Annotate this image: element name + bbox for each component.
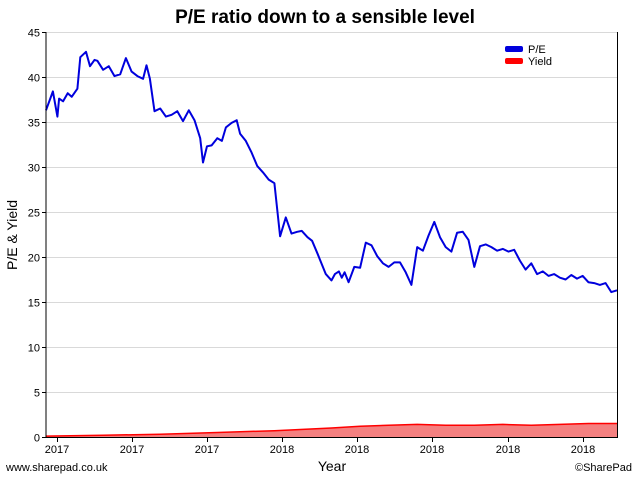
- y-tick-label: 30: [28, 163, 40, 175]
- chart-title: P/E ratio down to a sensible level: [175, 7, 475, 28]
- y-axis-label: P/E & Yield: [4, 200, 20, 270]
- gridlines: [46, 32, 617, 393]
- yield-line: [45, 422, 617, 437]
- x-axis-label: Year: [318, 458, 347, 474]
- x-tick-label: 2017: [45, 444, 69, 456]
- y-tick-label: 40: [28, 73, 40, 85]
- legend-swatch: [505, 58, 523, 64]
- legend-label: P/E: [528, 44, 546, 56]
- y-tick-label: 15: [28, 298, 40, 310]
- y-tick-label: 0: [34, 433, 40, 445]
- x-tick-label: 2018: [270, 444, 294, 456]
- x-tick-label: 2018: [571, 444, 595, 456]
- x-tick-label: 2018: [345, 444, 369, 456]
- source-text: www.sharepad.co.uk: [5, 462, 108, 474]
- y-tick-label: 45: [28, 28, 40, 40]
- y-tick-label: 20: [28, 253, 40, 265]
- y-tick-label: 35: [28, 118, 40, 130]
- x-tick-label: 2017: [120, 444, 144, 456]
- x-tick-label: 2018: [420, 444, 444, 456]
- x-axis-ticks: 2017 2017 2017 2018 2018 2018 2018 2018: [45, 437, 595, 456]
- y-tick-label: 10: [28, 343, 40, 355]
- legend-label: Yield: [528, 56, 552, 68]
- series-group: [45, 50, 618, 437]
- pe-line: [45, 50, 618, 294]
- x-tick-label: 2017: [195, 444, 219, 456]
- copyright-text: ©SharePad: [575, 462, 632, 474]
- legend-swatch: [505, 46, 523, 52]
- y-tick-label: 5: [34, 388, 40, 400]
- x-tick-label: 2018: [496, 444, 520, 456]
- y-axis-ticks: 0 5 10 15 20 25 30 35 40 45: [28, 28, 46, 445]
- y-tick-label: 25: [28, 208, 40, 220]
